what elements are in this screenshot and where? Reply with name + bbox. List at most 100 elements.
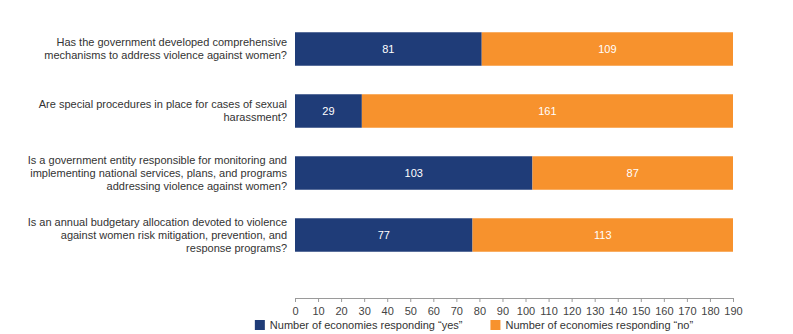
bar <box>295 94 362 127</box>
tick: 40 <box>382 298 394 317</box>
bar <box>473 218 733 251</box>
tick: 30 <box>359 298 371 317</box>
tick-mark <box>733 298 734 302</box>
tick-mark <box>526 298 527 302</box>
tick-mark <box>295 298 296 302</box>
data-label: 77 <box>378 229 390 241</box>
bars <box>295 32 733 251</box>
tick-mark <box>618 298 619 302</box>
tick: 130 <box>586 298 604 317</box>
legend-label: Number of economies responding “yes” <box>270 319 463 331</box>
tick-label: 180 <box>701 305 719 317</box>
bar <box>295 156 532 189</box>
data-labels: 81291037710916187113 <box>322 43 639 241</box>
category-label-line: Is an annual budgetary allocation devote… <box>28 216 287 228</box>
tick: 120 <box>563 298 581 317</box>
tick-mark <box>456 298 457 302</box>
legend-swatch <box>490 320 500 330</box>
category-label-line: against women risk mitigation, preventio… <box>61 229 287 241</box>
category-label: Has the government developed comprehensi… <box>44 36 287 61</box>
tick-label: 160 <box>655 305 673 317</box>
tick-mark <box>341 298 342 302</box>
data-label: 109 <box>598 43 616 55</box>
tick-label: 30 <box>359 305 371 317</box>
legend-item: Number of economies responding “yes” <box>255 319 463 331</box>
tick: 90 <box>497 298 509 317</box>
data-label: 113 <box>594 229 612 241</box>
tick-label: 10 <box>312 305 324 317</box>
tick-mark <box>549 298 550 302</box>
tick: 140 <box>609 298 627 317</box>
tick-mark <box>572 298 573 302</box>
axis-line <box>296 299 734 303</box>
tick-mark <box>364 298 365 302</box>
tick-mark <box>433 298 434 302</box>
tick: 0 <box>292 298 298 317</box>
tick-label: 170 <box>678 305 696 317</box>
tick-mark <box>595 298 596 302</box>
tick-mark <box>318 298 319 302</box>
tick: 50 <box>405 298 417 317</box>
tick: 70 <box>451 298 463 317</box>
legend-swatch <box>255 320 265 330</box>
tick: 80 <box>474 298 486 317</box>
tick-label: 70 <box>451 305 463 317</box>
tick-label: 190 <box>724 305 742 317</box>
tick-label: 40 <box>382 305 394 317</box>
tick-mark <box>410 298 411 302</box>
tick-label: 140 <box>609 305 627 317</box>
tick-mark <box>479 298 480 302</box>
data-label: 87 <box>627 167 639 179</box>
tick: 160 <box>655 298 673 317</box>
category-label-line: harassment? <box>223 111 287 123</box>
bar <box>482 32 733 65</box>
category-label: Are special procedures in place for case… <box>39 98 287 123</box>
tick: 20 <box>335 298 347 317</box>
tick: 180 <box>701 298 719 317</box>
tick-label: 90 <box>497 305 509 317</box>
bar <box>532 156 733 189</box>
tick-mark <box>641 298 642 302</box>
tick-label: 20 <box>335 305 347 317</box>
tick-label: 60 <box>428 305 440 317</box>
tick: 100 <box>517 298 535 317</box>
data-label: 81 <box>382 43 394 55</box>
tick: 10 <box>312 298 324 317</box>
legend-label: Number of economies responding “no” <box>505 319 693 331</box>
category-label-line: addressing violence against women? <box>107 180 287 192</box>
chart: 81291037710916187113Has the government d… <box>0 0 793 334</box>
bar <box>295 32 482 65</box>
tick-mark <box>502 298 503 302</box>
tick: 110 <box>540 298 558 317</box>
tick-label: 0 <box>292 305 298 317</box>
tick-label: 50 <box>405 305 417 317</box>
category-labels: Has the government developed comprehensi… <box>28 36 288 254</box>
x-axis: 0 10 20 30 40 50 60 70 80 90 100 110 120 130 140 150 160… <box>292 298 742 317</box>
tick: 150 <box>632 298 650 317</box>
data-label: 103 <box>405 167 423 179</box>
category-label: Is an annual budgetary allocation devote… <box>28 216 287 254</box>
category-label-line: implementing national services, plans, a… <box>30 167 287 179</box>
bar <box>362 94 733 127</box>
tick: 170 <box>678 298 696 317</box>
legend: Number of economies responding “yes” Numb… <box>255 319 694 331</box>
tick-label: 120 <box>563 305 581 317</box>
tick-mark <box>687 298 688 302</box>
category-label-line: mechanisms to address violence against w… <box>44 49 287 61</box>
tick-mark <box>710 298 711 302</box>
category-label-line: Has the government developed comprehensi… <box>56 36 287 48</box>
data-label: 161 <box>538 105 556 117</box>
tick-label: 110 <box>540 305 558 317</box>
tick-label: 80 <box>474 305 486 317</box>
category-label-line: Is a government entity responsible for m… <box>28 154 287 166</box>
tick-label: 100 <box>517 305 535 317</box>
tick: 190 <box>724 298 742 317</box>
tick-label: 130 <box>586 305 604 317</box>
tick-mark <box>387 298 388 302</box>
legend-item: Number of economies responding “no” <box>490 319 693 331</box>
category-label: Is a government entity responsible for m… <box>28 154 288 192</box>
tick-mark <box>664 298 665 302</box>
tick: 60 <box>428 298 440 317</box>
tick-label: 150 <box>632 305 650 317</box>
category-label-line: response programs? <box>186 242 287 254</box>
